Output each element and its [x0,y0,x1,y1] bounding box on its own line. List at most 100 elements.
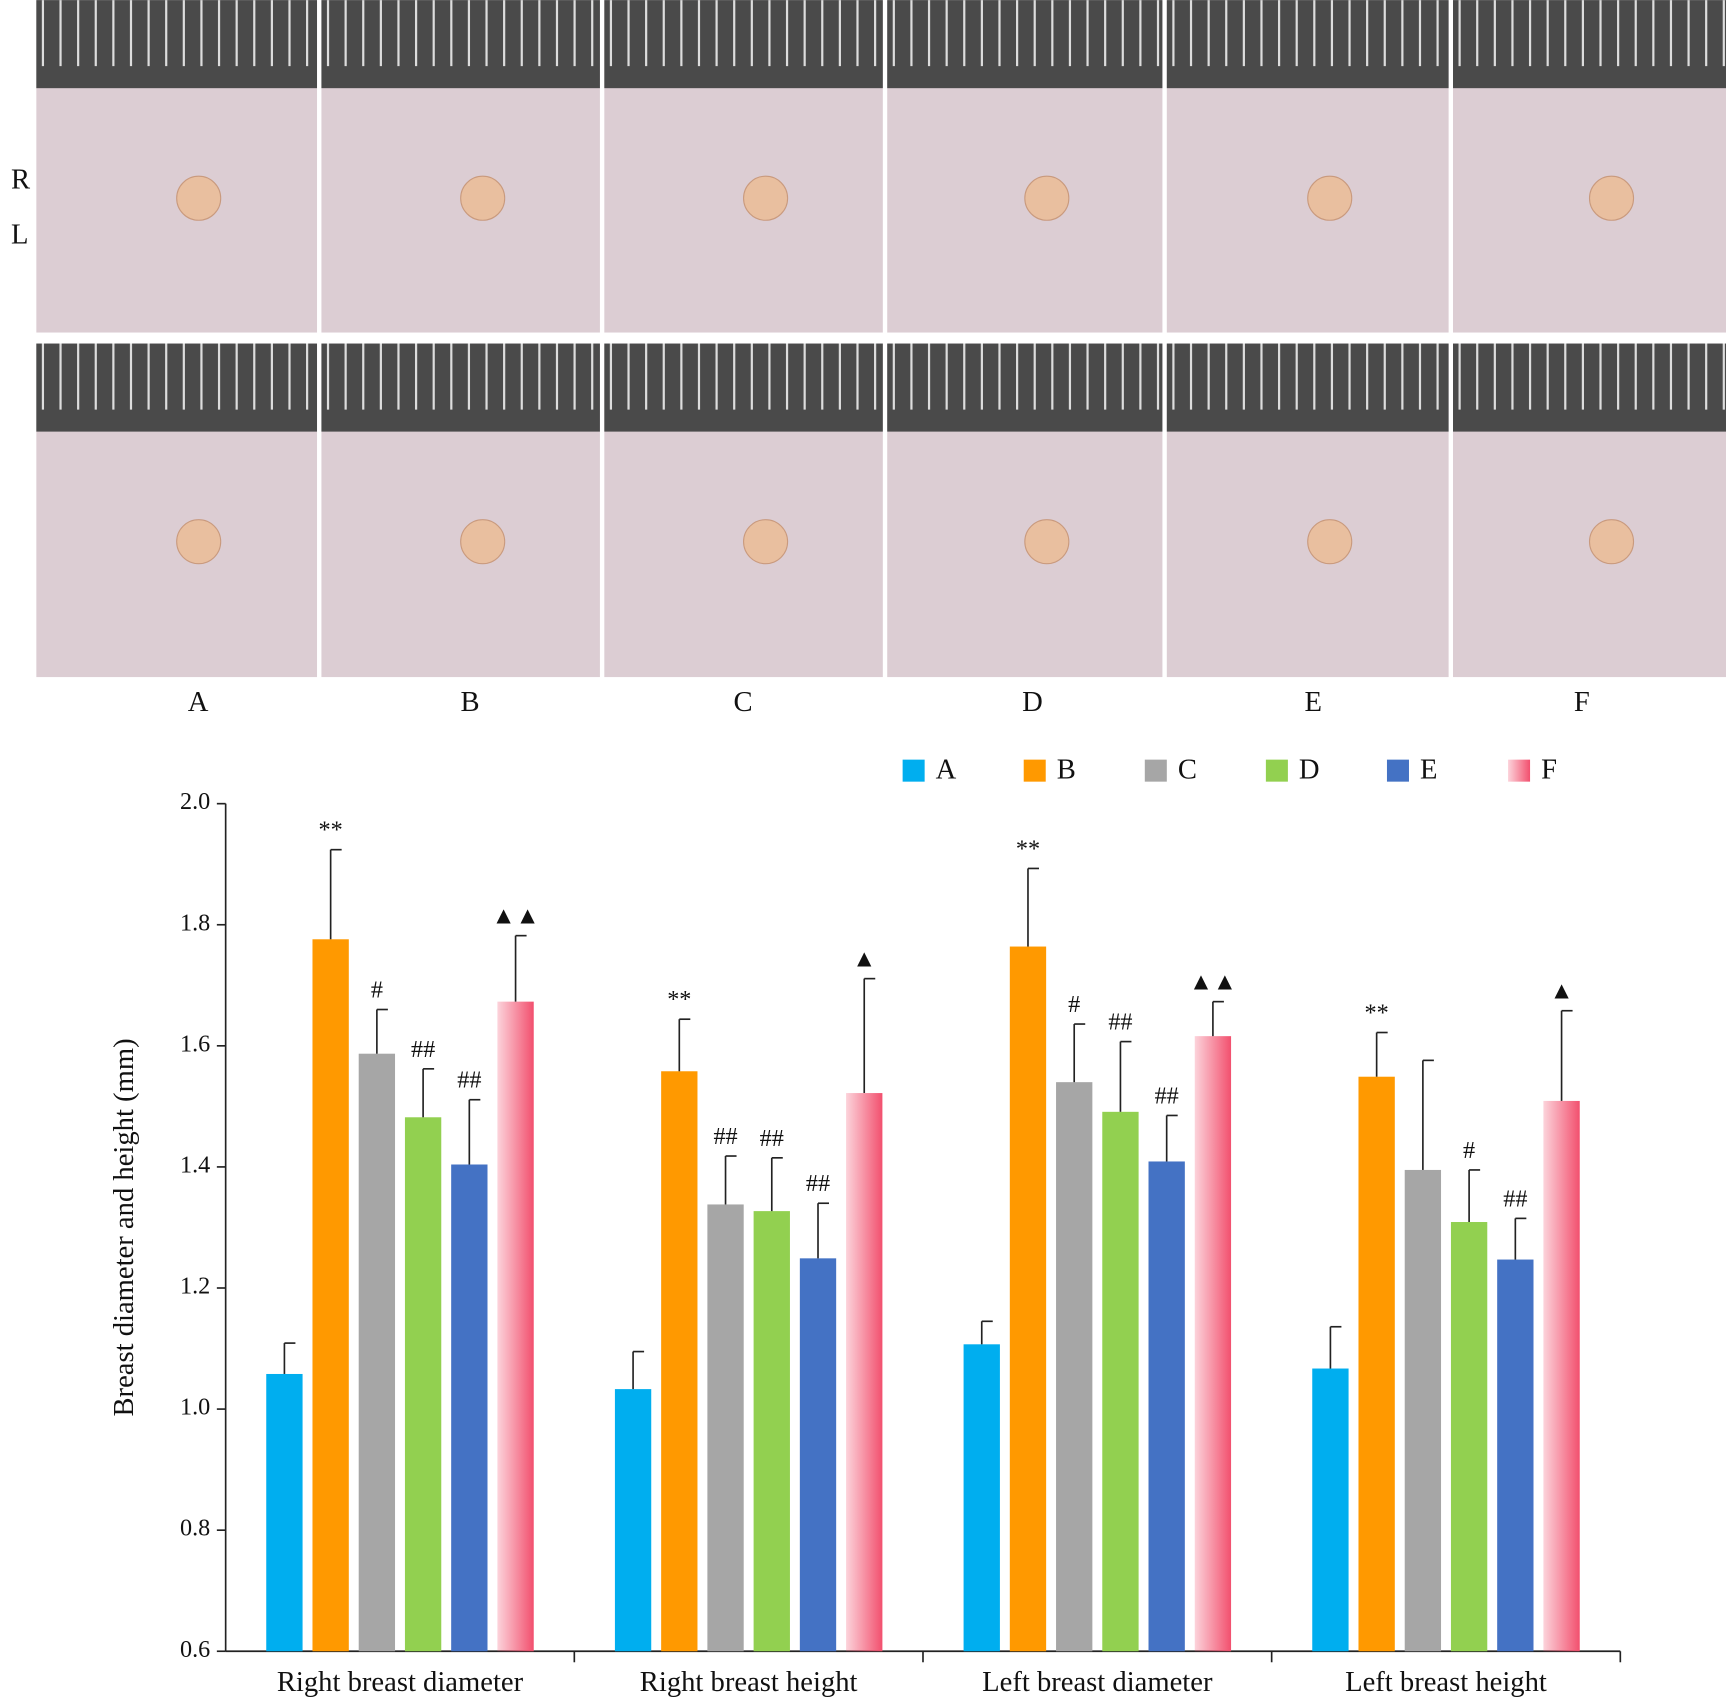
error-bar [632,1350,645,1390]
ruler [1453,0,1726,89]
y-tick-label: 1.8 [180,909,210,936]
ruler [36,0,318,89]
error-bar [1165,1114,1178,1162]
nipple [1307,175,1353,221]
error-bar [980,1320,993,1345]
nipple [460,175,506,221]
photo-grid [36,0,1726,678]
significance-mark: ## [1503,1185,1527,1212]
error-bar [1422,1059,1434,1170]
nipple [1307,519,1353,565]
significance-mark: ## [457,1067,481,1094]
significance-mark: ** [667,986,691,1013]
bar [1102,1111,1139,1652]
ruler [604,0,883,89]
error-bar [329,848,342,940]
error-bar [376,1008,388,1054]
y-tick-label: 1.6 [180,1030,210,1057]
nipple [176,175,222,221]
column-label: E [1304,687,1321,718]
error-bar [770,1157,783,1212]
bar [846,1093,883,1652]
bar [1194,1036,1232,1652]
bar [1009,946,1047,1652]
legend-label: B [1057,754,1076,785]
error-bar [1329,1325,1342,1369]
legend-swatch [1508,759,1531,782]
significance-mark: ## [1108,1009,1132,1036]
bar [1497,1259,1534,1652]
bar [451,1164,488,1652]
significance-mark: ** [319,817,343,844]
error-bar [514,934,527,1002]
legend-swatch [1023,759,1046,782]
row-label: R [11,164,31,195]
legend-swatch [1386,759,1409,782]
column-label: C [733,687,752,718]
y-tick-label: 1.4 [180,1151,210,1178]
row-label: L [11,219,28,250]
bar [266,1373,303,1652]
error-bar [468,1098,481,1165]
error-bar [1514,1217,1527,1260]
x-tick-label: Right breast diameter [277,1667,524,1698]
bar [497,1001,534,1652]
x-tick-label: Left breast diameter [982,1667,1213,1698]
ruler [321,0,600,89]
y-tick-label: 0.6 [180,1636,210,1663]
bar [614,1389,652,1652]
bar [963,1344,1000,1652]
nipple [1024,175,1070,221]
error-bar [1560,1009,1573,1101]
bar [661,1071,698,1652]
legend-swatch [1144,759,1167,782]
significance-mark: ## [713,1123,737,1150]
column-label: A [188,687,209,718]
bar [1148,1161,1185,1652]
bar [753,1211,790,1652]
significance-mark: ** [1365,999,1389,1026]
legend-swatch [1265,759,1288,782]
ruler [36,343,318,432]
significance-mark: ** [1016,835,1040,862]
nipple [1588,175,1635,221]
error-bar [283,1342,296,1374]
nipple [1588,519,1635,565]
legend-label: C [1178,754,1197,785]
ruler [887,343,1163,432]
y-tick-label: 0.8 [180,1515,210,1542]
bar [312,939,349,1652]
bar [358,1053,396,1652]
error-bar [1119,1040,1132,1112]
significance-mark: ## [760,1125,784,1152]
nipple [743,175,789,221]
significance-mark: # [1068,991,1080,1018]
legend-label: D [1299,754,1320,785]
legend-swatch [902,759,925,782]
significance-mark: ## [411,1036,435,1063]
ruler [321,343,600,432]
error-bar [863,977,876,1094]
nipple [1024,519,1070,565]
significance-mark: ▲ [1550,978,1574,1005]
legend-label: F [1541,754,1557,785]
significance-mark: ▲ [852,946,876,973]
ruler [887,0,1163,89]
bar [1358,1076,1395,1652]
error-bar [1212,1000,1224,1037]
legend-label: A [936,754,957,785]
bar [1450,1222,1488,1652]
ruler [1453,343,1726,432]
significance-mark: ▲▲ [1189,969,1237,996]
error-bar [817,1202,830,1259]
significance-mark: # [1463,1137,1475,1164]
error-bar [1027,867,1039,947]
y-tick-label: 1.0 [180,1394,210,1421]
error-bar [724,1155,737,1205]
nipple [743,519,789,565]
significance-mark: # [371,976,383,1003]
bar [707,1204,744,1652]
x-tick-label: Right breast height [640,1667,858,1698]
